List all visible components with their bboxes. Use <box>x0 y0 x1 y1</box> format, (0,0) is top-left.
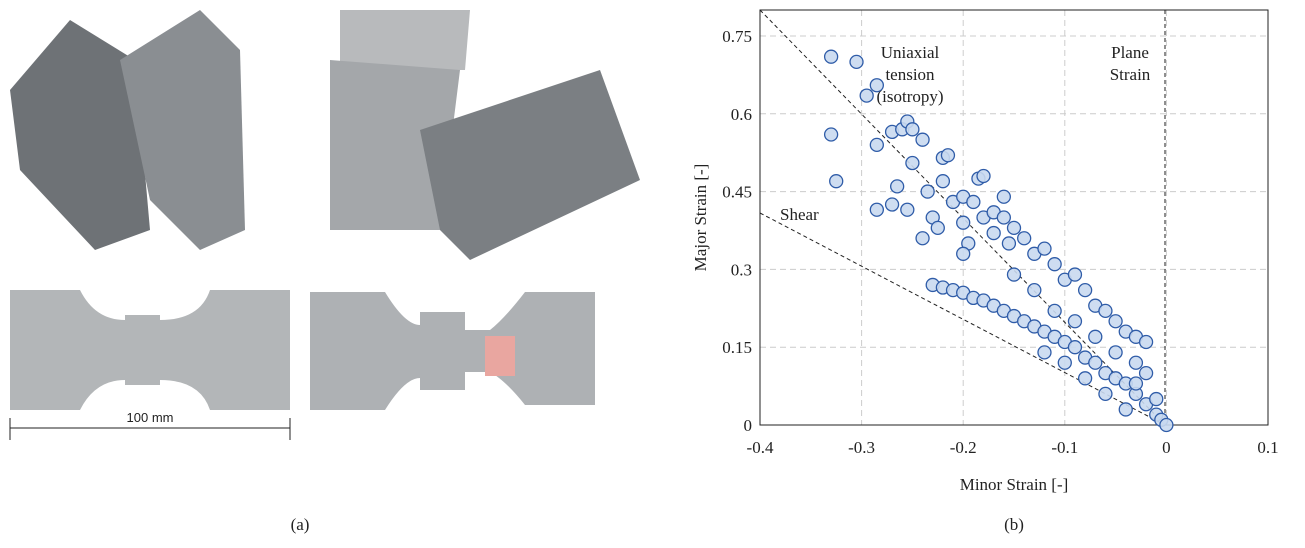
x-tick-label: -0.2 <box>950 438 977 457</box>
point <box>1068 315 1081 328</box>
caption: (a) <box>291 515 310 534</box>
x-tick-label: 0 <box>1162 438 1171 457</box>
point <box>916 133 929 146</box>
x-tick-label: -0.1 <box>1051 438 1078 457</box>
point <box>941 149 954 162</box>
annotation: tension <box>885 65 935 84</box>
point <box>1109 315 1122 328</box>
point <box>1089 330 1102 343</box>
y-tick-label: 0 <box>744 416 753 435</box>
point <box>1150 393 1163 406</box>
point <box>830 175 843 188</box>
annotation: Shear <box>780 205 819 224</box>
caption: (b) <box>1004 515 1024 534</box>
point <box>1048 258 1061 271</box>
point <box>916 232 929 245</box>
point <box>1079 284 1092 297</box>
point <box>1008 221 1021 234</box>
x-tick-label: 0.1 <box>1257 438 1278 457</box>
plot-frame <box>760 10 1268 425</box>
point <box>870 203 883 216</box>
point <box>1018 232 1031 245</box>
point <box>1058 356 1071 369</box>
photo-tool <box>340 10 470 70</box>
point <box>1068 341 1081 354</box>
point <box>1048 304 1061 317</box>
point <box>825 50 838 63</box>
point <box>1038 242 1051 255</box>
point <box>906 157 919 170</box>
y-axis-title: Major Strain [-] <box>691 164 710 272</box>
point <box>825 128 838 141</box>
photo-panel: 100 mm (a) <box>10 10 640 534</box>
point <box>1129 356 1142 369</box>
x-tick-label: -0.3 <box>848 438 875 457</box>
point <box>977 170 990 183</box>
y-tick-label: 0.45 <box>722 183 752 202</box>
point <box>1028 284 1041 297</box>
point <box>1038 346 1051 359</box>
y-tick-label: 0.15 <box>722 338 752 357</box>
annotation: (isotropy) <box>876 87 943 106</box>
point <box>1109 346 1122 359</box>
point <box>891 180 904 193</box>
y-tick-label: 0.75 <box>722 27 752 46</box>
scale-label: 100 mm <box>127 410 174 425</box>
point <box>931 221 944 234</box>
point <box>850 55 863 68</box>
point <box>936 175 949 188</box>
point <box>906 123 919 136</box>
photo-specimen <box>10 290 290 410</box>
point <box>1008 268 1021 281</box>
y-tick-label: 0.3 <box>731 260 752 279</box>
point <box>1140 336 1153 349</box>
y-tick-label: 0.6 <box>731 105 752 124</box>
point <box>1002 237 1015 250</box>
point <box>1079 372 1092 385</box>
point <box>921 185 934 198</box>
point <box>860 89 873 102</box>
point <box>886 198 899 211</box>
point <box>997 211 1010 224</box>
point <box>957 216 970 229</box>
point <box>1160 419 1173 432</box>
x-tick-label: -0.4 <box>747 438 774 457</box>
point <box>967 195 980 208</box>
point <box>1140 367 1153 380</box>
point <box>901 203 914 216</box>
annotation: Plane <box>1111 43 1149 62</box>
chart: 0 0.15 0.3 0.45 0.6 0.75 -0.4 -0.3 -0.2 -0.1 0 0.1 U… <box>691 10 1279 534</box>
point <box>997 190 1010 203</box>
point <box>1099 304 1112 317</box>
point <box>957 247 970 260</box>
point <box>870 138 883 151</box>
point <box>1089 356 1102 369</box>
photo-specimen <box>310 292 595 410</box>
photo-highlight <box>485 336 515 376</box>
annotation: Strain <box>1110 65 1151 84</box>
point <box>1099 387 1112 400</box>
figure: 100 mm (a) 0 0.15 0.3 0.45 0.6 0.75 -0.4 -0.3 -0… <box>0 0 1305 543</box>
point <box>1068 268 1081 281</box>
point <box>1119 403 1132 416</box>
annotation: Uniaxial <box>881 43 940 62</box>
x-axis-title: Minor Strain [-] <box>960 475 1069 494</box>
point <box>987 227 1000 240</box>
point <box>1129 377 1142 390</box>
